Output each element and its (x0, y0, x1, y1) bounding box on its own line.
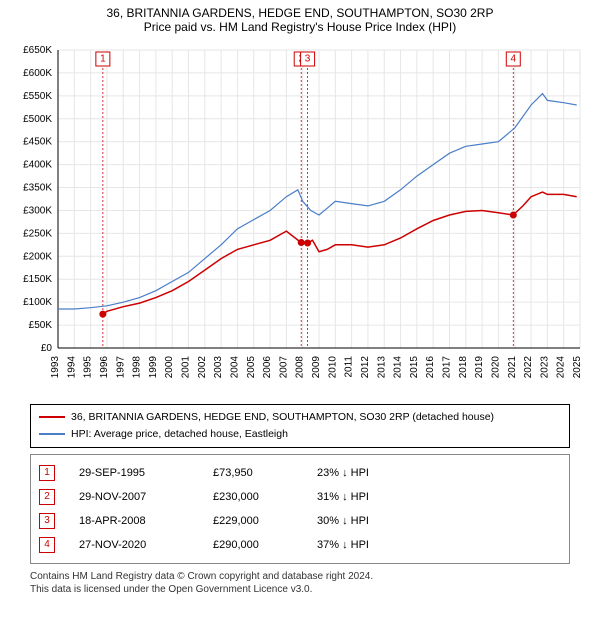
svg-text:2014: 2014 (393, 356, 404, 379)
svg-text:£650K: £650K (23, 45, 52, 56)
legend-swatch (39, 416, 65, 418)
svg-text:1994: 1994 (66, 356, 77, 379)
svg-text:1998: 1998 (132, 356, 143, 379)
sale-price: £230,000 (213, 485, 293, 509)
sale-marker: 2 (39, 489, 55, 505)
svg-text:£350K: £350K (23, 183, 52, 194)
svg-text:2006: 2006 (262, 356, 273, 379)
sale-row: 1 29-SEP-1995 £73,950 23% ↓ HPI (39, 461, 561, 485)
svg-text:1999: 1999 (148, 356, 159, 379)
title-line-2: Price paid vs. HM Land Registry's House … (8, 20, 592, 34)
svg-text:£250K: £250K (23, 228, 52, 239)
legend-label: HPI: Average price, detached house, East… (71, 426, 288, 443)
price-chart: £0 £50K £100K £150K £200K £250K £300K £350K £400… (10, 38, 590, 398)
footnote-line-1: Contains HM Land Registry data © Crown c… (30, 570, 570, 583)
svg-text:2022: 2022 (523, 356, 534, 379)
svg-text:2019: 2019 (474, 356, 485, 379)
svg-text:2020: 2020 (490, 356, 501, 379)
svg-text:2005: 2005 (246, 356, 257, 379)
svg-text:£550K: £550K (23, 91, 52, 102)
legend-item: HPI: Average price, detached house, East… (39, 426, 561, 443)
svg-text:£300K: £300K (23, 205, 52, 216)
legend: 36, BRITANNIA GARDENS, HEDGE END, SOUTHA… (30, 404, 570, 448)
svg-text:2007: 2007 (278, 356, 289, 379)
svg-text:£100K: £100K (23, 297, 52, 308)
svg-text:1: 1 (100, 54, 106, 65)
svg-text:2000: 2000 (164, 356, 175, 379)
svg-text:2001: 2001 (181, 356, 192, 379)
sale-hpi: 30% ↓ HPI (317, 509, 407, 533)
svg-text:2025: 2025 (572, 356, 583, 379)
svg-text:2002: 2002 (197, 356, 208, 379)
svg-text:2016: 2016 (425, 356, 436, 379)
sale-marker: 3 (39, 513, 55, 529)
sale-hpi: 31% ↓ HPI (317, 485, 407, 509)
svg-text:2023: 2023 (539, 356, 550, 379)
svg-text:2004: 2004 (229, 356, 240, 379)
svg-text:£0: £0 (41, 343, 53, 354)
svg-text:2008: 2008 (295, 356, 306, 379)
svg-text:3: 3 (305, 54, 311, 65)
svg-text:2011: 2011 (344, 356, 355, 378)
svg-text:1995: 1995 (83, 356, 94, 379)
chart-canvas: £0 £50K £100K £150K £200K £250K £300K £350K £400… (10, 38, 590, 398)
svg-text:£400K: £400K (23, 160, 52, 171)
svg-text:1997: 1997 (115, 356, 126, 379)
svg-text:£50K: £50K (29, 320, 53, 331)
sale-row: 3 18-APR-2008 £229,000 30% ↓ HPI (39, 509, 561, 533)
svg-text:2024: 2024 (556, 356, 567, 379)
title-line-1: 36, BRITANNIA GARDENS, HEDGE END, SOUTHA… (8, 6, 592, 20)
sale-date: 18-APR-2008 (79, 509, 189, 533)
sale-date: 29-NOV-2007 (79, 485, 189, 509)
sale-hpi: 37% ↓ HPI (317, 533, 407, 557)
svg-text:1993: 1993 (50, 356, 61, 379)
svg-text:2013: 2013 (376, 356, 387, 379)
sale-price: £73,950 (213, 461, 293, 485)
legend-item: 36, BRITANNIA GARDENS, HEDGE END, SOUTHA… (39, 409, 561, 426)
sale-row: 4 27-NOV-2020 £290,000 37% ↓ HPI (39, 533, 561, 557)
svg-text:2003: 2003 (213, 356, 224, 379)
svg-text:2010: 2010 (327, 356, 338, 379)
sale-marker: 4 (39, 537, 55, 553)
svg-text:£500K: £500K (23, 114, 52, 125)
legend-swatch (39, 433, 65, 435)
svg-text:2021: 2021 (507, 356, 518, 379)
svg-text:£200K: £200K (23, 251, 52, 262)
chart-title: 36, BRITANNIA GARDENS, HEDGE END, SOUTHA… (0, 0, 600, 36)
svg-text:2015: 2015 (409, 356, 420, 379)
svg-text:2012: 2012 (360, 356, 371, 379)
legend-label: 36, BRITANNIA GARDENS, HEDGE END, SOUTHA… (71, 409, 494, 426)
svg-text:£150K: £150K (23, 274, 52, 285)
sale-price: £290,000 (213, 533, 293, 557)
svg-text:2017: 2017 (442, 356, 453, 379)
sale-marker: 1 (39, 465, 55, 481)
sale-date: 29-SEP-1995 (79, 461, 189, 485)
footnote-line-2: This data is licensed under the Open Gov… (30, 583, 570, 596)
footnote: Contains HM Land Registry data © Crown c… (30, 570, 570, 596)
sale-price: £229,000 (213, 509, 293, 533)
sales-table: 1 29-SEP-1995 £73,950 23% ↓ HPI 2 29-NOV-2007… (30, 454, 570, 565)
sale-row: 2 29-NOV-2007 £230,000 31% ↓ HPI (39, 485, 561, 509)
svg-text:4: 4 (511, 54, 517, 65)
svg-text:£450K: £450K (23, 137, 52, 148)
svg-text:£600K: £600K (23, 68, 52, 79)
svg-text:2018: 2018 (458, 356, 469, 379)
sale-hpi: 23% ↓ HPI (317, 461, 407, 485)
sale-date: 27-NOV-2020 (79, 533, 189, 557)
svg-text:1996: 1996 (99, 356, 110, 379)
svg-text:2009: 2009 (311, 356, 322, 379)
